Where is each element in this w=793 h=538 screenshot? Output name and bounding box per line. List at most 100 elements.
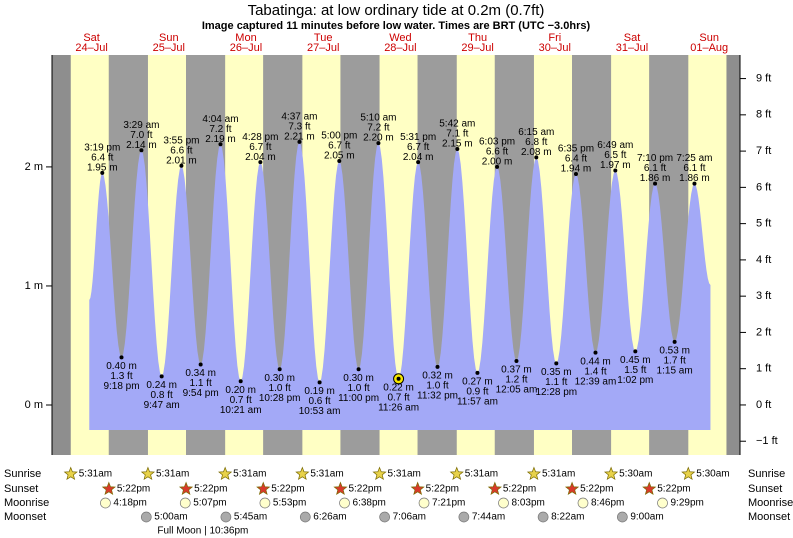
- extreme-dot: [554, 361, 559, 366]
- m-label: 0.44 m: [580, 356, 611, 367]
- extreme-dot: [356, 367, 361, 372]
- row-time: 9:29pm: [671, 498, 704, 509]
- weekday-label: Mon: [235, 32, 256, 44]
- sun-icon: [140, 466, 156, 481]
- extreme-dot: [692, 181, 697, 186]
- time-label: 6:03 pm: [479, 137, 515, 148]
- sun-icon: [410, 481, 425, 496]
- date-label: 26–Jul: [230, 42, 262, 54]
- time-label: 5:42 am: [439, 119, 475, 130]
- y2-tick-label: −1 ft: [756, 435, 778, 447]
- m-label: 2.19 m: [205, 134, 236, 145]
- time-label: 5:10 am: [360, 113, 396, 124]
- row-time: 6:38pm: [353, 498, 386, 509]
- time-label: 10:28 pm: [259, 393, 301, 404]
- row-time: 9:00am: [630, 512, 663, 523]
- row-time: 7:44am: [472, 512, 505, 523]
- m-label: 0.19 m: [304, 386, 335, 397]
- time-label: 9:47 am: [144, 400, 180, 411]
- extreme-dot: [159, 374, 164, 379]
- time-label: 12:28 pm: [535, 387, 577, 398]
- extreme-dot: [633, 349, 638, 354]
- extreme-dot: [534, 155, 539, 160]
- m-label: 0.32 m: [422, 371, 453, 382]
- ft-label: 6.6 ft: [486, 147, 508, 158]
- sun-icon: [642, 481, 657, 496]
- ft-label: 0.7 ft: [387, 392, 409, 403]
- extreme-dot: [455, 147, 460, 152]
- extreme-dot: [218, 142, 223, 147]
- row-time: 5:22pm: [348, 484, 381, 495]
- ft-label: 6.8 ft: [525, 137, 547, 148]
- sun-icon: [449, 466, 464, 481]
- ft-label: 1.4 ft: [584, 366, 606, 377]
- ft-label: 6.7 ft: [328, 141, 350, 152]
- m-label: 0.35 m: [541, 367, 572, 378]
- time-label: 3:19 pm: [84, 142, 120, 153]
- ft-label: 6.7 ft: [407, 142, 429, 153]
- y2-tick-label: 8 ft: [756, 109, 771, 121]
- ft-label: 6.7 ft: [249, 142, 271, 153]
- time-label: 11:00 pm: [338, 393, 379, 404]
- extreme-dot: [416, 160, 421, 165]
- extreme-dot: [179, 163, 184, 168]
- time-label: 7:10 pm: [637, 153, 673, 164]
- weekday-label: Sun: [699, 32, 719, 44]
- ft-label: 0.7 ft: [230, 395, 252, 406]
- ft-label: 6.4 ft: [91, 152, 113, 163]
- sun-icon: [178, 481, 194, 496]
- row-time: 7:21pm: [432, 498, 465, 509]
- m-label: 0.34 m: [185, 368, 216, 379]
- extreme-dot: [100, 170, 105, 175]
- extreme-dot: [613, 168, 618, 173]
- y2-tick-label: 4 ft: [756, 254, 771, 266]
- extreme-dot: [514, 358, 519, 363]
- m-label: 0.30 m: [264, 373, 295, 384]
- ft-label: 0.6 ft: [308, 396, 330, 407]
- row-time: 5:22pm: [503, 484, 536, 495]
- moon-icon: [100, 497, 111, 509]
- row-label: Moonset: [4, 511, 46, 523]
- time-label: 9:18 pm: [103, 381, 139, 392]
- time-label: 12:05 am: [496, 385, 538, 396]
- m-label: 0.37 m: [501, 365, 532, 376]
- m-label: 0.30 m: [343, 373, 374, 384]
- m-label: 0.24 m: [146, 380, 177, 391]
- date-label: 29–Jul: [461, 42, 493, 54]
- time-label: 11:57 am: [457, 396, 498, 407]
- row-label: Sunset: [748, 483, 782, 495]
- plot: [89, 139, 711, 430]
- extreme-dot: [672, 339, 677, 344]
- moon-icon: [577, 497, 589, 509]
- row-time: 5:22pm: [426, 484, 459, 495]
- row-time: 5:31am: [233, 469, 266, 480]
- moon-icon: [299, 511, 311, 523]
- moon-icon: [418, 497, 430, 509]
- date-label: 25–Jul: [153, 42, 185, 54]
- ft-label: 1.5 ft: [624, 365, 646, 376]
- row-label: Sunset: [4, 483, 38, 495]
- moon-icon: [339, 497, 350, 509]
- extreme-dot: [258, 160, 263, 165]
- date-label: 31–Jul: [616, 42, 648, 54]
- ft-label: 6.5 ft: [604, 150, 626, 161]
- row-time: 5:22pm: [657, 484, 690, 495]
- time-label: 1:15 am: [657, 366, 693, 377]
- time-label: 10:53 am: [299, 406, 341, 417]
- extreme-dot: [495, 164, 500, 169]
- m-label: 1.95 m: [87, 162, 118, 173]
- y-tick-label: 2 m: [25, 161, 43, 173]
- row-time: 5:31am: [79, 469, 112, 480]
- ft-label: 7.2 ft: [367, 123, 389, 134]
- m-label: 2.05 m: [324, 151, 355, 162]
- m-label: 2.21 m: [284, 132, 315, 143]
- m-label: 0.20 m: [225, 385, 256, 396]
- row-time: 8:46pm: [591, 498, 624, 509]
- sun-icon: [487, 481, 502, 496]
- row-label: Moonrise: [4, 497, 49, 509]
- row-time: 5:22pm: [194, 484, 227, 495]
- sun-icon: [101, 481, 116, 496]
- date-label: 24–Jul: [75, 42, 107, 54]
- ft-label: 7.2 ft: [209, 124, 231, 135]
